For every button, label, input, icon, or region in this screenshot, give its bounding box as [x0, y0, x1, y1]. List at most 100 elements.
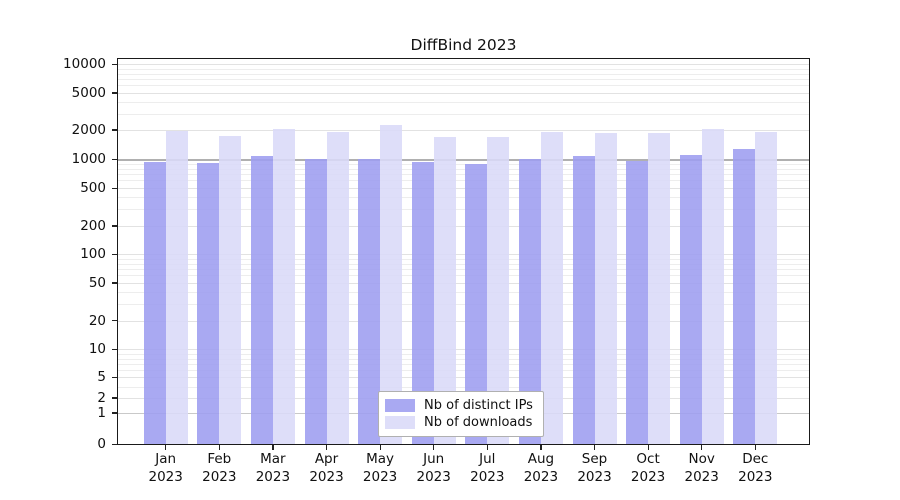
y-tick-mark-2	[112, 397, 117, 399]
y-tick-label-1: 1	[97, 405, 106, 421]
x-tick-label-month-oct: Oct	[636, 451, 660, 467]
x-tick-label-year-jun: 2023	[416, 469, 451, 485]
x-tick-mark-jan	[165, 445, 167, 450]
gridline-5	[118, 377, 809, 379]
x-tick-mark-jul	[486, 445, 488, 450]
bar-distinct-ips-oct	[626, 160, 649, 444]
x-tick-label-month-jun: Jun	[423, 451, 445, 467]
minor-gridline	[118, 370, 809, 372]
minor-gridline	[118, 269, 809, 270]
x-tick-mark-jun	[433, 445, 435, 450]
minor-gridline	[118, 258, 809, 260]
bar-distinct-ips-jul	[465, 164, 488, 444]
gridline-10	[118, 349, 809, 351]
x-tick-mark-nov	[701, 445, 703, 450]
bar-downloads-apr	[326, 131, 349, 444]
x-tick-label-year-aug: 2023	[523, 469, 559, 485]
minor-gridline	[118, 114, 809, 115]
y-tick-label-2: 2	[97, 390, 106, 406]
x-tick-label-month-nov: Nov	[688, 451, 715, 467]
y-tick-mark-5	[112, 376, 117, 378]
legend-label-distinct-ips: Nb of distinct IPs	[424, 398, 533, 413]
bar-distinct-ips-apr	[304, 159, 327, 444]
y-tick-label-0: 0	[97, 436, 106, 453]
x-tick-mark-sep	[593, 445, 596, 450]
legend: Nb of distinct IPs Nb of downloads	[378, 391, 544, 437]
x-tick-label-month-aug: Aug	[527, 451, 555, 467]
minor-gridline	[118, 292, 809, 294]
bar-downloads-may	[380, 125, 403, 444]
y-tick-mark-200	[112, 225, 117, 227]
minor-gridline	[118, 79, 809, 80]
y-tick-label-200: 200	[80, 217, 106, 234]
bar-distinct-ips-jan	[143, 161, 166, 444]
y-tick-label-2000: 2000	[71, 121, 106, 138]
x-tick-label-year-jul: 2023	[470, 469, 505, 485]
y-tick-mark-1000	[112, 158, 117, 160]
minor-gridline	[118, 275, 809, 277]
bar-downloads-jun	[433, 137, 456, 444]
x-tick-label-year-may: 2023	[362, 469, 398, 485]
bar-distinct-ips-feb	[197, 163, 220, 444]
x-tick-mark-may	[379, 445, 381, 450]
x-tick-label-month-dec: Dec	[742, 451, 769, 467]
bar-downloads-mar	[272, 129, 295, 444]
legend-label-downloads: Nb of downloads	[424, 415, 533, 430]
y-tick-label-500: 500	[80, 180, 106, 197]
gridline-2000	[118, 129, 809, 131]
minor-gridline	[118, 197, 809, 199]
bar-distinct-ips-jun	[411, 162, 434, 444]
x-tick-mark-dec	[754, 445, 756, 450]
x-tick-label-month-apr: Apr	[314, 451, 339, 467]
legend-item-distinct-ips: Nb of distinct IPs	[385, 397, 537, 414]
y-tick-mark-10	[112, 348, 117, 350]
x-tick-label-month-sep: Sep	[581, 451, 608, 467]
gridline-200	[118, 225, 809, 227]
minor-gridline	[118, 353, 809, 355]
x-tick-mark-feb	[218, 445, 220, 450]
gridline-5000	[118, 92, 809, 94]
bar-downloads-feb	[219, 136, 242, 444]
bar-downloads-jan	[165, 131, 188, 444]
x-tick-label-month-jul: Jul	[479, 451, 496, 467]
gridline-100	[118, 254, 809, 256]
y-tick-label-10000: 10000	[63, 56, 106, 73]
minor-gridline	[118, 387, 809, 389]
minor-gridline	[118, 180, 809, 182]
y-tick-mark-2000	[112, 129, 117, 131]
x-tick-label-month-feb: Feb	[207, 451, 232, 467]
chart-title: DiffBind 2023	[410, 36, 517, 54]
minor-gridline	[118, 102, 809, 104]
minor-gridline	[118, 85, 809, 87]
gridline-500	[118, 188, 809, 190]
gridline-1000	[118, 159, 809, 161]
bar-downloads-oct	[648, 133, 671, 444]
y-tick-mark-500	[112, 187, 117, 189]
bar-downloads-nov	[701, 128, 724, 444]
y-tick-mark-50	[112, 282, 117, 284]
y-tick-mark-0	[112, 443, 117, 446]
minor-gridline	[118, 364, 809, 365]
x-tick-label-year-oct: 2023	[630, 469, 666, 485]
bar-distinct-ips-nov	[679, 154, 702, 444]
y-tick-label-1000: 1000	[71, 151, 106, 168]
y-tick-mark-5000	[112, 92, 117, 94]
x-tick-label-year-nov: 2023	[684, 469, 719, 485]
bar-downloads-sep	[594, 133, 617, 444]
y-tick-label-5000: 5000	[71, 84, 106, 101]
x-tick-label-year-sep: 2023	[577, 469, 612, 485]
bar-downloads-aug	[540, 132, 563, 444]
minor-gridline	[118, 358, 809, 360]
legend-item-downloads: Nb of downloads	[385, 414, 537, 431]
bar-distinct-ips-aug	[518, 159, 541, 444]
minor-gridline	[118, 68, 809, 70]
x-tick-label-year-feb: 2023	[202, 469, 237, 485]
y-tick-label-100: 100	[80, 246, 106, 263]
x-tick-mark-mar	[272, 445, 274, 450]
minor-gridline	[118, 174, 809, 175]
x-tick-label-month-jan: Jan	[155, 451, 177, 467]
minor-gridline	[118, 168, 809, 170]
y-tick-label-5: 5	[97, 369, 106, 386]
legend-swatch-downloads	[385, 416, 415, 429]
x-tick-mark-oct	[647, 445, 649, 450]
